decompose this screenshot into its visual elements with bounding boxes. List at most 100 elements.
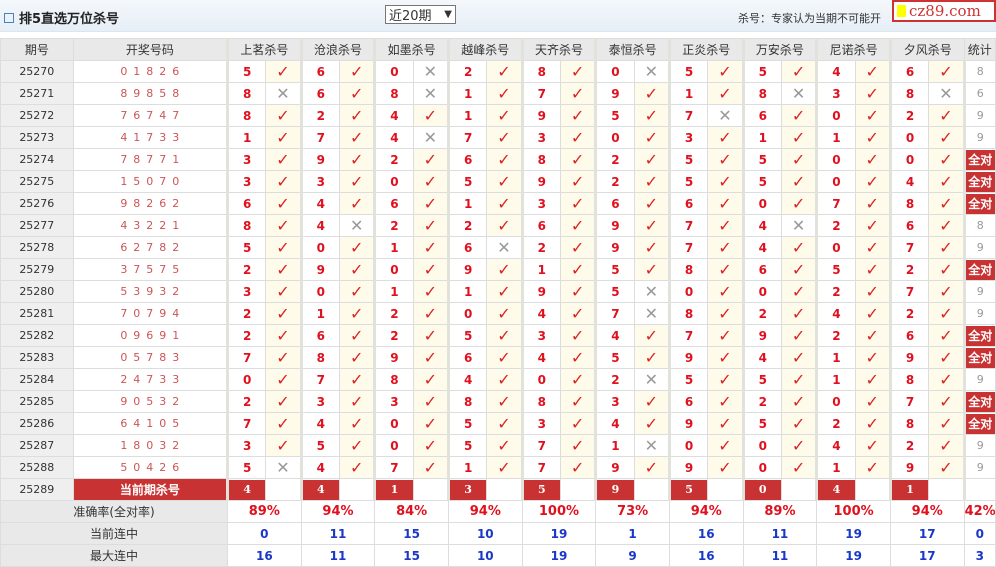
cross-icon: ✕ [486,236,523,259]
hit-count: 9 [976,131,984,144]
check-icon: ✓ [559,236,597,259]
check-icon: ✓ [265,104,302,127]
summary-value: 100% [816,500,891,523]
site-logo[interactable]: cz89.com [892,0,996,22]
check-icon: ✓ [559,302,597,325]
cross-icon: ✕ [633,434,670,457]
draw-number-cell: 18032 [72,434,229,457]
summary-stat: 42% [963,500,996,523]
kill-number-cell: 3 [520,324,561,347]
kill-number-cell: 6 [667,390,709,413]
cross-icon: ✕ [633,368,670,391]
kill-number-cell: 1 [446,192,488,215]
check-icon: ✓ [707,60,744,83]
current-kill-number: 1 [893,479,928,500]
current-kill-number: 5 [672,479,707,500]
kill-number-cell: 5 [225,456,267,479]
period-cell: 25287 [0,434,74,457]
empty-cell [633,478,670,501]
kill-number-cell: 2 [299,104,340,127]
kill-number-cell: 6 [225,192,267,215]
kill-number-cell: 7 [594,302,635,325]
stat-cell: 全对 [962,346,996,369]
check-icon: ✓ [707,214,744,237]
kill-number-cell: 4 [815,302,856,325]
kill-number-cell: 3 [225,434,267,457]
check-icon: ✓ [559,280,597,303]
summary-value: 0 [227,522,302,545]
check-icon: ✓ [707,170,744,193]
check-icon: ✓ [854,82,891,105]
hit-count: 6 [976,87,984,100]
check-icon: ✓ [854,60,891,83]
kill-number-cell: 2 [741,302,782,325]
check-icon: ✓ [412,192,449,215]
kill-number-cell: 2 [446,60,488,83]
header-expert: 沧浪杀号 [299,38,376,61]
all-correct-badge: 全对 [967,259,995,280]
kill-number-cell: 8 [225,104,267,127]
cross-icon: ✕ [633,280,670,303]
kill-number-cell: 1 [741,126,782,149]
check-icon: ✓ [854,368,891,391]
kill-number-cell: 1 [815,368,856,391]
kill-number-cell: 8 [667,258,709,281]
kill-number-cell: 7 [520,434,561,457]
table-row: 25283 05783 7 ✓ 8 ✓ 9 ✓ 6 ✓ 4 ✓ 5 ✓ 9 ✓ 4 ✓ 1 ✓ 9 ✓ 全对 [0,346,996,369]
kill-number-cell: 4 [299,456,340,479]
kill-number-cell: 2 [225,324,267,347]
current-kill-number: 3 [451,479,486,500]
cross-icon: ✕ [780,82,818,105]
check-icon: ✓ [780,148,818,171]
kill-number-cell: 0 [225,368,267,391]
kill-number-cell: 6 [594,192,635,215]
check-icon: ✓ [559,346,597,369]
kill-number-cell: 9 [520,104,561,127]
table-row: 25281 70794 2 ✓ 1 ✓ 2 ✓ 0 ✓ 4 ✓ 7 ✕ 8 ✓ 2 ✓ 4 ✓ 2 ✓ 9 [0,302,996,325]
kill-number-cell: 3 [815,82,856,105]
kill-number-cell: 2 [373,148,414,171]
all-correct-badge: 全对 [967,171,995,192]
kill-number-cell: 2 [225,302,267,325]
summary-label: 准确率(全对率) [0,500,228,523]
kill-number-cell: 8 [520,148,561,171]
kill-number-cell: 1 [446,82,488,105]
check-icon: ✓ [412,258,449,281]
draw-number-cell: 98262 [72,192,229,215]
check-icon: ✓ [559,412,597,435]
check-icon: ✓ [486,390,523,413]
empty-cell [559,478,597,501]
summary-row: 当前连中 0 11 15 10 19 1 16 11 19 17 0 [0,522,996,545]
kill-number-cell: 6 [299,82,340,105]
current-kill-cell: 4 [299,478,340,501]
check-icon: ✓ [633,236,670,259]
check-icon: ✓ [338,456,376,479]
empty-cell [780,478,818,501]
check-icon: ✓ [633,412,670,435]
header-expert: 万安杀号 [741,38,818,61]
summary-value: 1 [595,522,670,545]
current-kill-number: 5 [525,479,560,500]
period-range-select[interactable]: 近20期 ▼ [385,5,456,24]
summary-value: 94% [300,500,376,523]
summary-stat: 3 [963,544,996,567]
table-row: 25275 15070 3 ✓ 3 ✓ 0 ✓ 5 ✓ 9 ✓ 2 ✓ 5 ✓ 5 ✓ 0 ✓ 4 ✓ 全对 [0,170,996,193]
kill-number-cell: 2 [520,236,561,259]
check-icon: ✓ [412,214,449,237]
check-icon: ✓ [780,258,818,281]
kill-number-cell: 7 [225,412,267,435]
kill-number-cell: 5 [446,170,488,193]
check-icon: ✓ [928,170,965,193]
all-correct-badge: 全对 [967,413,995,434]
check-icon: ✓ [854,302,891,325]
kill-number-cell: 3 [225,170,267,193]
check-icon: ✓ [633,258,670,281]
stat-cell: 全对 [962,170,996,193]
check-icon: ✓ [559,214,597,237]
kill-number-cell: 1 [446,280,488,303]
check-icon: ✓ [265,148,302,171]
kill-number-cell: 4 [373,126,414,149]
kill-number-cell: 0 [373,434,414,457]
check-icon: ✓ [559,126,597,149]
check-icon: ✓ [265,412,302,435]
